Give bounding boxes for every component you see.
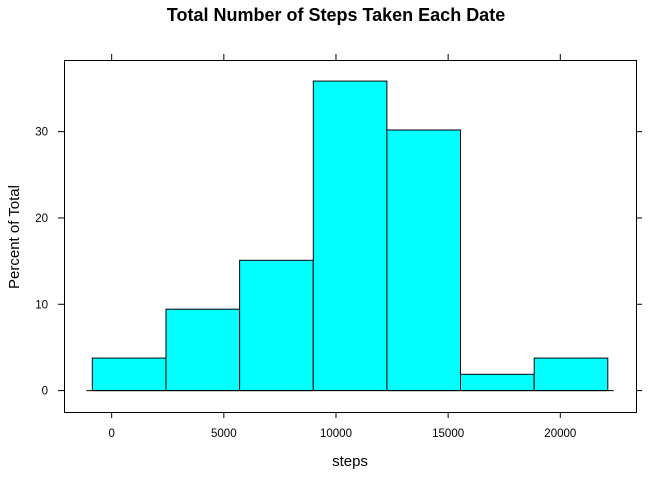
histogram-bar-1 <box>165 308 241 392</box>
histogram-bar-2 <box>239 259 314 392</box>
y-tick-label-0: 0 <box>42 386 48 398</box>
x-axis-label: steps <box>332 453 368 470</box>
histogram-bar-6 <box>533 357 609 392</box>
histogram-bar-3 <box>312 80 388 391</box>
histogram-bar-0 <box>91 357 167 392</box>
bars-group <box>91 80 609 392</box>
x-tick-label-1: 5000 <box>211 428 237 440</box>
y-tick-label-2: 20 <box>35 213 48 225</box>
x-axis-ticks: 0 5000 10000 15000 20000 <box>108 54 576 440</box>
x-tick-label-0: 0 <box>108 428 114 440</box>
plot-frame <box>64 60 637 413</box>
x-tick-label-3: 15000 <box>432 428 464 440</box>
y-tick-label-1: 10 <box>35 299 48 311</box>
y-axis-label: Percent of Total <box>6 185 23 289</box>
x-tick-label-4: 20000 <box>544 428 576 440</box>
y-tick-label-3: 30 <box>35 127 48 139</box>
x-tick-label-2: 10000 <box>320 428 352 440</box>
histogram-bar-4 <box>386 129 461 392</box>
y-axis-ticks: 0 10 20 30 <box>35 127 642 398</box>
chart-title: Total Number of Steps Taken Each Date <box>167 5 505 25</box>
histogram-bar-5 <box>460 373 535 392</box>
